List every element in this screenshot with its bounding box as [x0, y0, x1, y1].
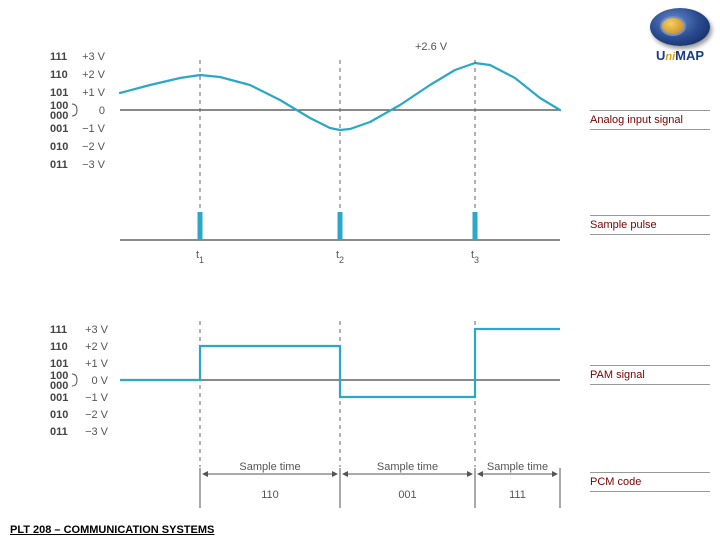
svg-text:110: 110: [261, 489, 279, 501]
svg-text:0 V: 0 V: [91, 375, 108, 387]
label-analog: Analog input signal: [590, 110, 710, 130]
svg-text:001: 001: [50, 123, 68, 135]
footer-course-code: PLT 208 – COMMUNICATION SYSTEMS: [10, 524, 214, 536]
label-pam: PAM signal: [590, 365, 710, 385]
logo-emblem: [650, 8, 710, 46]
svg-text:011: 011: [50, 159, 68, 171]
svg-text:−2 V: −2 V: [85, 409, 109, 421]
svg-text:−1 V: −1 V: [85, 392, 109, 404]
svg-text:111: 111: [50, 51, 67, 63]
label-sample-pulse: Sample pulse: [590, 215, 710, 235]
svg-text:001: 001: [398, 489, 416, 501]
svg-text:t3: t3: [471, 249, 479, 265]
svg-text:111: 111: [50, 324, 67, 336]
svg-text:110: 110: [50, 69, 68, 81]
svg-text:000: 000: [50, 110, 68, 122]
svg-text:+2.6 V: +2.6 V: [415, 41, 448, 53]
svg-text:−1 V: −1 V: [82, 123, 106, 135]
svg-text:001: 001: [50, 392, 68, 404]
label-pcm: PCM code: [590, 472, 710, 492]
svg-text:110: 110: [50, 341, 68, 353]
svg-text:t1: t1: [196, 249, 204, 265]
svg-text:−3 V: −3 V: [82, 159, 106, 171]
svg-text:+2 V: +2 V: [85, 341, 109, 353]
unimap-logo: UniMAP: [650, 8, 710, 63]
svg-text:+2 V: +2 V: [82, 69, 106, 81]
svg-text:−3 V: −3 V: [85, 426, 109, 438]
logo-text: UniMAP: [650, 48, 710, 63]
svg-text:+3 V: +3 V: [85, 324, 109, 336]
svg-text:111: 111: [509, 489, 526, 501]
svg-text:+3 V: +3 V: [82, 51, 106, 63]
svg-text:101: 101: [50, 358, 68, 370]
svg-text:0: 0: [99, 105, 105, 117]
pcm-diagram: 111110101100000001010011+3 V+2 V+1 V0−1 …: [20, 10, 585, 510]
svg-text:Sample time: Sample time: [239, 461, 300, 473]
right-side-labels: Analog input signal Sample pulse PAM sig…: [590, 0, 720, 540]
svg-text:−2 V: −2 V: [82, 141, 106, 153]
svg-text:t2: t2: [336, 249, 344, 265]
svg-text:Sample time: Sample time: [487, 461, 548, 473]
svg-text:+1 V: +1 V: [82, 87, 106, 99]
svg-text:011: 011: [50, 426, 68, 438]
svg-text:010: 010: [50, 141, 68, 153]
svg-text:Sample time: Sample time: [377, 461, 438, 473]
svg-text:010: 010: [50, 409, 68, 421]
svg-text:000: 000: [50, 380, 68, 392]
svg-text:101: 101: [50, 87, 68, 99]
svg-text:+1 V: +1 V: [85, 358, 109, 370]
